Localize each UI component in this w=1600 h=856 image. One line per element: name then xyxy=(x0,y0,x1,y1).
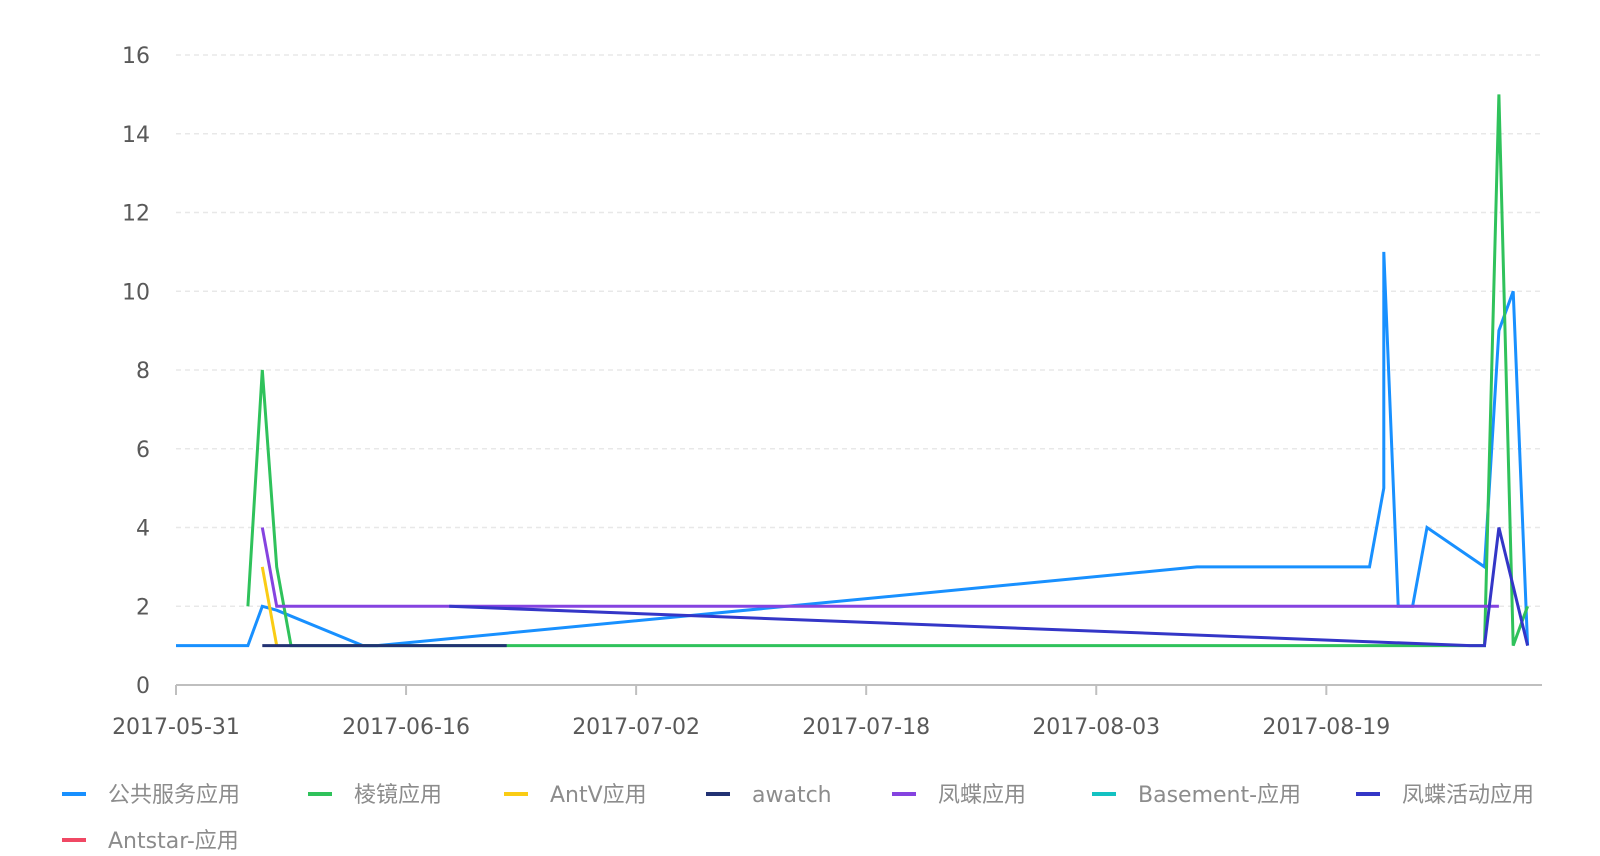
legend-item[interactable]: Basement-应用 xyxy=(1092,783,1301,808)
legend-item[interactable]: 凤蝶活动应用 xyxy=(1356,783,1534,808)
x-tick-label: 2017-08-03 xyxy=(1032,715,1160,740)
series-line-4 xyxy=(260,527,1499,608)
y-tick-label: 16 xyxy=(122,44,150,69)
y-axis: 0 2 4 6 8 10 12 14 16 xyxy=(122,44,150,699)
legend-label: 凤蝶活动应用 xyxy=(1402,783,1534,808)
y-tick-label: 8 xyxy=(136,359,150,384)
legend-label: 公共服务应用 xyxy=(108,783,240,808)
legend: 公共服务应用 棱镜应用 AntV应用 awatch 凤蝶应用 Basement-应用 凤蝶活… xyxy=(62,783,1534,854)
y-tick-label: 14 xyxy=(122,123,150,148)
legend-label: AntV应用 xyxy=(550,783,647,808)
y-tick-label: 2 xyxy=(136,595,150,620)
series-line-2 xyxy=(260,566,279,646)
y-tick-label: 4 xyxy=(136,517,150,542)
series-lines xyxy=(176,94,1530,648)
series-line-6 xyxy=(449,527,1530,648)
x-tick-label: 2017-07-02 xyxy=(572,715,700,740)
x-axis: 2017-05-31 2017-06-16 2017-07-02 2017-07-18… xyxy=(112,684,1542,740)
legend-label: awatch xyxy=(752,783,832,808)
legend-label: Basement-应用 xyxy=(1138,783,1301,808)
legend-item[interactable]: 公共服务应用 xyxy=(62,783,240,808)
x-tick-label: 2017-08-19 xyxy=(1262,715,1390,740)
legend-item[interactable]: AntV应用 xyxy=(504,783,647,808)
x-tick-label: 2017-06-16 xyxy=(342,715,470,740)
legend-item[interactable]: 棱镜应用 xyxy=(308,783,442,808)
y-tick-label: 10 xyxy=(122,280,150,305)
legend-label: 棱镜应用 xyxy=(354,783,442,808)
legend-item[interactable]: awatch xyxy=(706,783,832,808)
x-tick-label: 2017-07-18 xyxy=(802,715,930,740)
legend-item[interactable]: 凤蝶应用 xyxy=(892,783,1026,808)
grid-lines xyxy=(176,54,1542,607)
series-line-0 xyxy=(176,251,1530,648)
legend-label: 凤蝶应用 xyxy=(938,783,1026,808)
y-tick-label: 0 xyxy=(136,674,150,699)
legend-label: Antstar-应用 xyxy=(108,829,239,854)
y-tick-label: 12 xyxy=(122,202,150,227)
x-tick-label: 2017-05-31 xyxy=(112,715,240,740)
y-tick-label: 6 xyxy=(136,438,150,463)
legend-item[interactable]: Antstar-应用 xyxy=(62,829,239,854)
